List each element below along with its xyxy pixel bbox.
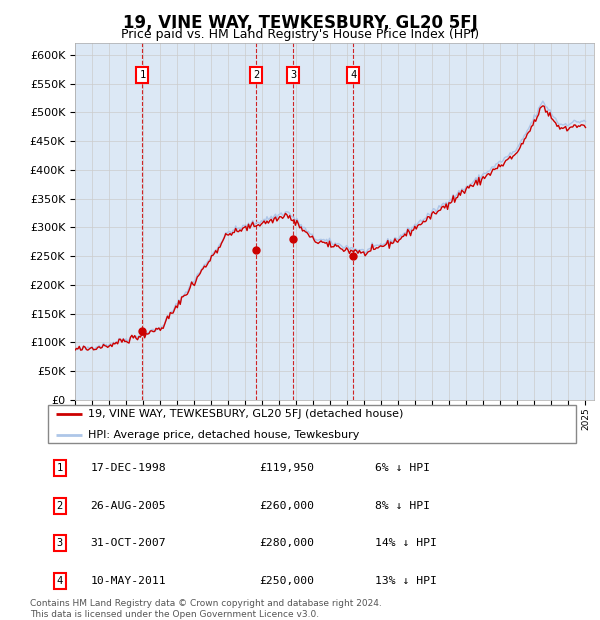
Text: 19, VINE WAY, TEWKESBURY, GL20 5FJ (detached house): 19, VINE WAY, TEWKESBURY, GL20 5FJ (deta…: [88, 409, 403, 420]
Text: 2: 2: [56, 501, 63, 511]
Text: £119,950: £119,950: [259, 463, 314, 473]
Text: £260,000: £260,000: [259, 501, 314, 511]
Text: 4: 4: [350, 70, 356, 80]
Text: 4: 4: [56, 576, 63, 586]
Text: 6% ↓ HPI: 6% ↓ HPI: [376, 463, 430, 473]
Text: 3: 3: [290, 70, 296, 80]
Text: Contains HM Land Registry data © Crown copyright and database right 2024.
This d: Contains HM Land Registry data © Crown c…: [30, 600, 382, 619]
Text: HPI: Average price, detached house, Tewkesbury: HPI: Average price, detached house, Tewk…: [88, 430, 359, 440]
Text: 3: 3: [56, 538, 63, 548]
Text: 26-AUG-2005: 26-AUG-2005: [90, 501, 166, 511]
Text: 1: 1: [139, 70, 146, 80]
Text: 31-OCT-2007: 31-OCT-2007: [90, 538, 166, 548]
Text: £250,000: £250,000: [259, 576, 314, 586]
Text: 10-MAY-2011: 10-MAY-2011: [90, 576, 166, 586]
Text: 2: 2: [253, 70, 259, 80]
Text: 19, VINE WAY, TEWKESBURY, GL20 5FJ: 19, VINE WAY, TEWKESBURY, GL20 5FJ: [122, 14, 478, 32]
Text: 17-DEC-1998: 17-DEC-1998: [90, 463, 166, 473]
Text: 14% ↓ HPI: 14% ↓ HPI: [376, 538, 437, 548]
FancyBboxPatch shape: [48, 405, 576, 443]
Text: 13% ↓ HPI: 13% ↓ HPI: [376, 576, 437, 586]
Text: 1: 1: [56, 463, 63, 473]
Text: £280,000: £280,000: [259, 538, 314, 548]
Text: Price paid vs. HM Land Registry's House Price Index (HPI): Price paid vs. HM Land Registry's House …: [121, 28, 479, 41]
Text: 8% ↓ HPI: 8% ↓ HPI: [376, 501, 430, 511]
